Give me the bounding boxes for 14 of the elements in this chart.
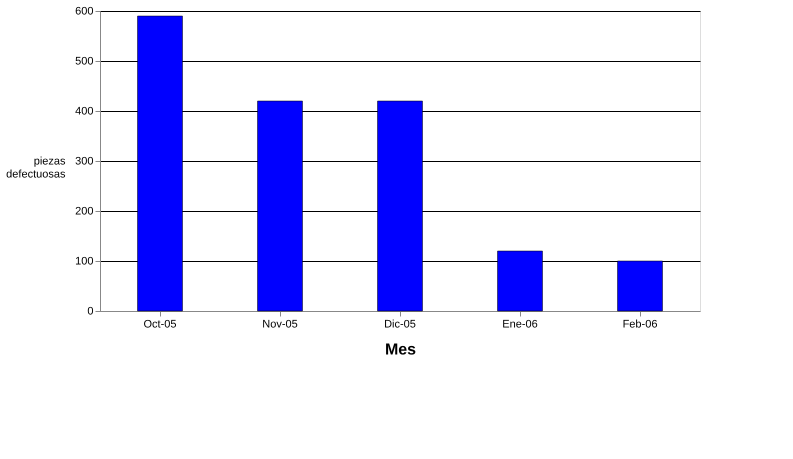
y-axis-title: piezas defectuosas xyxy=(6,156,66,180)
y-tick-label: 400 xyxy=(75,106,94,118)
x-tick-label: Dic-05 xyxy=(384,318,416,330)
y-tick-label: 200 xyxy=(75,206,94,218)
y-tick-label: 600 xyxy=(75,6,94,18)
y-tick-label: 100 xyxy=(75,256,94,268)
x-tick-label: Nov-05 xyxy=(262,318,298,330)
x-tick-label: Feb-06 xyxy=(622,318,658,330)
x-tick-label: Oct-05 xyxy=(143,318,177,330)
y-tick-label: 0 xyxy=(87,306,94,318)
x-axis-title: Mes xyxy=(384,342,416,358)
x-tick-label: Ene-06 xyxy=(502,318,538,330)
y-tick-label: 300 xyxy=(75,156,94,168)
y-tick-label: 500 xyxy=(75,56,94,68)
